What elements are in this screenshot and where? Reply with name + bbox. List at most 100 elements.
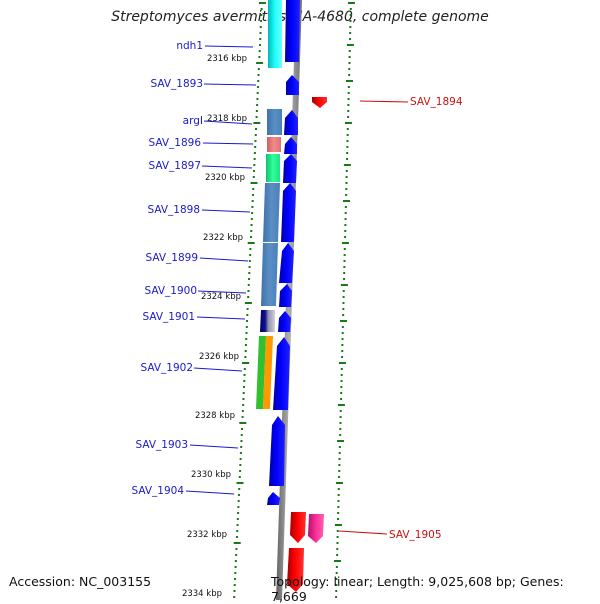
gene-label-SAV_1900[interactable]: SAV_1900 [144,285,197,297]
track-dot [249,254,252,256]
track-dot [343,260,346,262]
track-dot [345,182,348,184]
leader-line [202,142,254,145]
track-dot [246,314,249,316]
kbp-label: 2330 kbp [191,470,231,480]
track-dot [339,428,342,430]
track-dot [245,326,248,328]
gene-arrow-SAV_1903 [269,416,285,486]
track-dot [256,86,259,88]
track-dot [344,218,347,220]
track-dot [340,392,343,394]
track-dot [338,476,341,478]
track-dot [338,458,341,460]
track-dot [237,512,240,514]
track-dot [346,140,349,142]
track-dot [247,284,250,286]
gene-label-SAV_1905[interactable]: SAV_1905 [389,529,442,541]
leader-line [203,83,257,86]
track-dot [236,482,244,484]
track-dot [339,434,342,436]
track-dot [248,278,251,280]
track-dot [345,194,348,196]
track-dot [233,590,236,592]
track-dot [346,158,349,160]
track-dot [233,542,241,544]
gene-label-SAV_1904[interactable]: SAV_1904 [131,485,184,497]
track-dot [257,80,260,82]
track-dot [348,68,351,70]
reverse-strand-track [287,97,327,592]
gene-label-SAV_1894[interactable]: SAV_1894 [410,96,463,108]
gene-label-SAV_1901[interactable]: SAV_1901 [142,311,195,323]
gene-arrow-argI [284,110,298,135]
track-dot [250,218,253,220]
feature-SAV_1898-block [263,183,280,242]
gene-label-SAV_1899[interactable]: SAV_1899 [145,252,198,264]
track-dot [234,578,237,580]
gene-arrow-SAV_1905-b [308,514,324,543]
track-dot [247,290,250,292]
track-dot [349,20,352,22]
leader-line [185,490,235,495]
track-dot [334,524,342,526]
track-dot [242,362,250,364]
track-dot [257,74,260,76]
track-dot [259,38,262,40]
gene-arrow-ndh1 [285,0,300,62]
gene-arrow-SAV_1899 [279,243,294,283]
track-dot [241,428,244,430]
gene-label-SAV_1898[interactable]: SAV_1898 [147,204,200,216]
gene-label-SAV_1897[interactable]: SAV_1897 [148,160,201,172]
track-dot [343,248,346,250]
track-dot [253,152,256,154]
track-dot [346,128,349,130]
kbp-label: 2322 kbp [203,233,243,243]
track-dot [340,284,348,286]
track-dot [347,2,355,4]
gene-label-SAV_1903[interactable]: SAV_1903 [135,439,188,451]
leader-line [189,444,239,449]
gene-label-SAV_1896[interactable]: SAV_1896 [148,137,201,149]
gene-label-SAV_1893[interactable]: SAV_1893 [150,78,203,90]
track-dot [348,74,351,76]
track-dot [338,464,341,466]
track-dot [256,104,259,106]
track-dot [251,194,254,196]
track-dot [342,308,345,310]
leader-line [193,367,243,372]
track-dot [236,518,239,520]
track-dot [349,14,352,16]
track-dot [341,356,344,358]
track-dot [344,206,347,208]
track-dot [338,470,341,472]
track-dot [251,212,254,214]
kbp-label: 2320 kbp [205,173,245,183]
gene-label-ndh1[interactable]: ndh1 [176,40,203,52]
track-dot [241,416,244,418]
track-dot [248,272,251,274]
gene-arrow-SAV_1902 [273,337,290,410]
feature-SAV_1902-block-orange [263,336,273,409]
track-dot [249,236,252,238]
track-dot [243,368,246,370]
track-dot [340,386,343,388]
gene-label-argI[interactable]: argI [183,115,203,127]
track-dot [347,86,350,88]
track-dot [238,488,241,490]
track-dot [253,122,261,124]
feature-argI-block [267,109,282,135]
track-dot [343,272,346,274]
gene-label-SAV_1902[interactable]: SAV_1902 [140,362,193,374]
track-dot [239,458,242,460]
leader-line [338,530,388,535]
track-dot [341,242,349,244]
track-dot [341,344,344,346]
track-dot [335,482,343,484]
track-dot [257,68,260,70]
track-dot [349,38,352,40]
track-dot [244,344,247,346]
track-dot [335,590,338,592]
track-dot [255,128,258,130]
